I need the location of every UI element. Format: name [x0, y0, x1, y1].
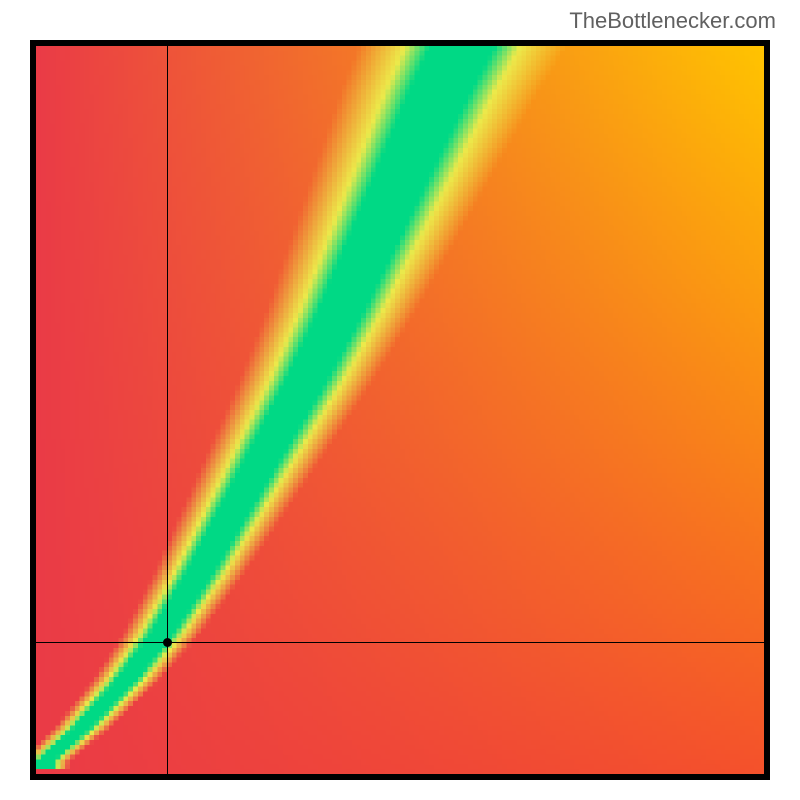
- crosshair-marker: [163, 638, 172, 647]
- attribution-text: TheBottlenecker.com: [569, 8, 776, 34]
- crosshair-vertical: [167, 46, 168, 774]
- crosshair-horizontal: [36, 642, 764, 643]
- heatmap-canvas: [36, 46, 764, 774]
- chart-container: TheBottlenecker.com: [0, 0, 800, 800]
- plot-frame: [30, 40, 770, 780]
